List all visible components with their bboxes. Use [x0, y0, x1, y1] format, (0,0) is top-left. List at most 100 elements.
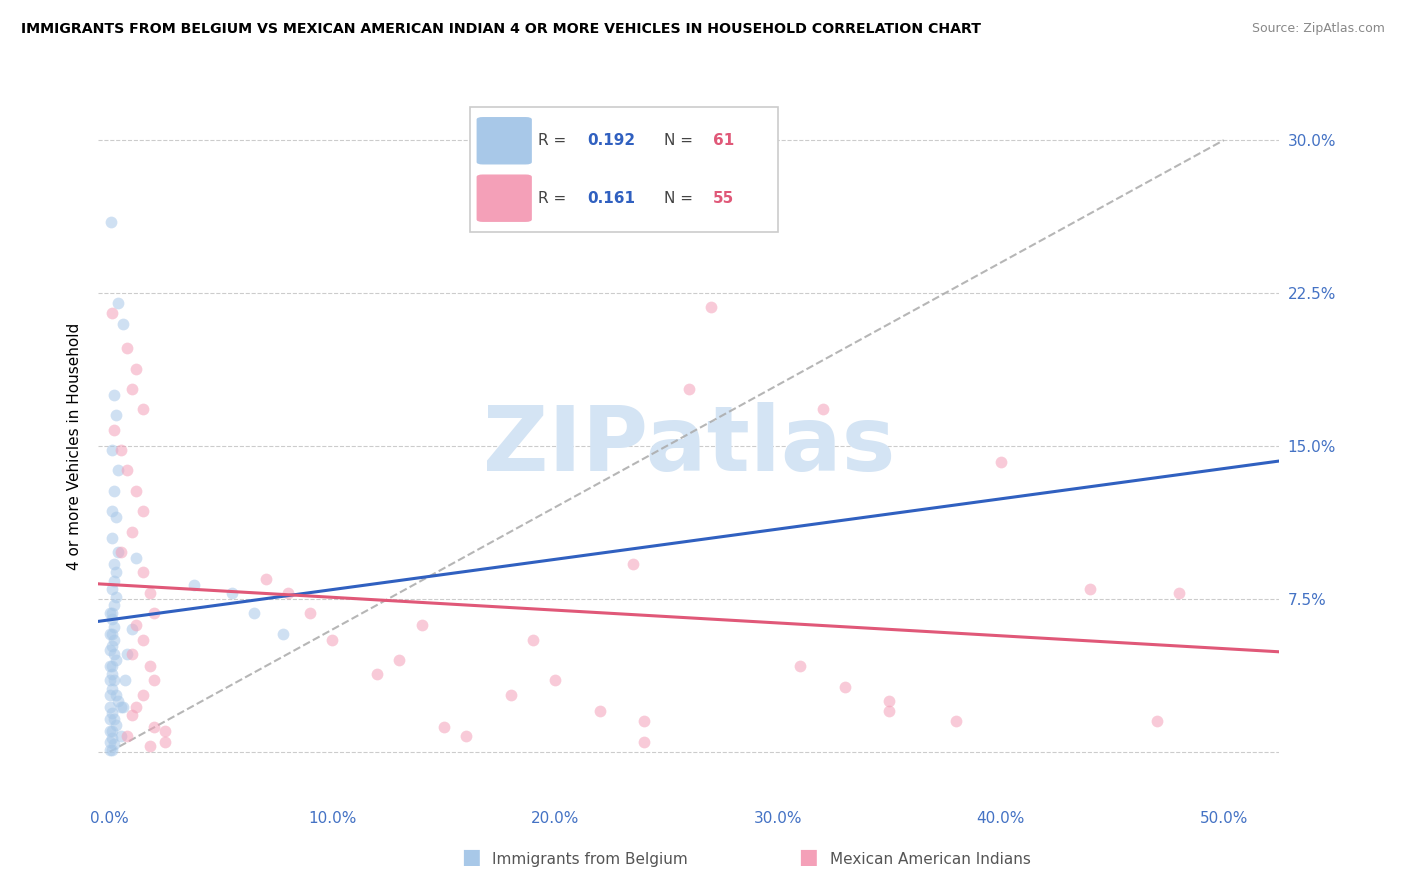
Point	[111, 317, 134, 331]
Point	[101, 306, 124, 320]
Point	[544, 673, 567, 688]
Point	[125, 483, 148, 498]
Point	[811, 402, 834, 417]
Point	[103, 620, 125, 634]
Point	[299, 606, 322, 620]
Point	[589, 704, 612, 718]
Point	[633, 734, 655, 748]
Point	[834, 680, 856, 694]
Point	[121, 708, 143, 723]
Text: ■: ■	[461, 847, 481, 867]
Point	[411, 618, 433, 632]
Point	[98, 743, 121, 757]
Point	[105, 510, 128, 524]
Point	[117, 647, 139, 661]
Text: ZIPatlas: ZIPatlas	[482, 402, 896, 490]
Point	[101, 659, 124, 673]
Point	[700, 301, 723, 315]
Point	[98, 700, 121, 714]
Point	[221, 586, 243, 600]
Point	[1168, 586, 1191, 600]
Point	[522, 632, 544, 647]
Point	[110, 729, 132, 743]
Point	[101, 626, 124, 640]
Point	[254, 572, 277, 586]
Text: Mexican American Indians: Mexican American Indians	[830, 852, 1031, 867]
Point	[105, 566, 128, 580]
Point	[273, 626, 295, 640]
Point	[101, 606, 124, 620]
Point	[105, 590, 128, 604]
Point	[101, 706, 124, 720]
Point	[107, 545, 129, 559]
Point	[1146, 714, 1168, 729]
Point	[132, 504, 155, 518]
Point	[456, 729, 478, 743]
Point	[138, 586, 160, 600]
Point	[100, 215, 122, 229]
Point	[105, 409, 128, 423]
Point	[98, 688, 121, 702]
Text: Immigrants from Belgium: Immigrants from Belgium	[492, 852, 688, 867]
Point	[879, 704, 901, 718]
Point	[990, 455, 1012, 469]
Point	[121, 524, 143, 539]
Point	[243, 606, 266, 620]
Point	[633, 714, 655, 729]
Point	[98, 659, 121, 673]
Point	[621, 558, 644, 572]
Point	[101, 667, 124, 681]
Point	[132, 566, 155, 580]
Point	[103, 574, 125, 588]
Point	[103, 647, 125, 661]
Point	[98, 626, 121, 640]
Point	[98, 673, 121, 688]
Point	[143, 720, 166, 734]
Point	[121, 623, 143, 637]
Point	[103, 483, 125, 498]
Point	[155, 724, 177, 739]
Point	[132, 688, 155, 702]
Point	[101, 531, 124, 545]
Point	[107, 463, 129, 477]
Point	[121, 647, 143, 661]
Point	[321, 632, 343, 647]
Point	[98, 606, 121, 620]
Point	[103, 673, 125, 688]
Point	[789, 659, 811, 673]
Point	[98, 643, 121, 657]
Point	[277, 586, 299, 600]
Point	[101, 681, 124, 696]
Point	[117, 729, 139, 743]
Point	[388, 653, 411, 667]
Text: Source: ZipAtlas.com: Source: ZipAtlas.com	[1251, 22, 1385, 36]
Point	[110, 700, 132, 714]
Point	[125, 618, 148, 632]
Point	[103, 598, 125, 612]
Point	[366, 667, 388, 681]
Point	[101, 639, 124, 653]
Point	[101, 582, 124, 596]
Point	[111, 700, 134, 714]
Point	[103, 388, 125, 402]
Point	[103, 712, 125, 726]
Point	[101, 443, 124, 458]
Point	[125, 700, 148, 714]
Point	[125, 361, 148, 376]
Point	[101, 504, 124, 518]
Point	[879, 694, 901, 708]
Point	[117, 341, 139, 355]
Point	[1078, 582, 1101, 596]
Point	[114, 673, 136, 688]
Point	[155, 734, 177, 748]
Point	[107, 694, 129, 708]
Point	[98, 712, 121, 726]
Point	[103, 737, 125, 751]
Text: ■: ■	[799, 847, 818, 867]
Point	[945, 714, 967, 729]
Point	[138, 739, 160, 753]
Point	[117, 463, 139, 477]
Text: IMMIGRANTS FROM BELGIUM VS MEXICAN AMERICAN INDIAN 4 OR MORE VEHICLES IN HOUSEHO: IMMIGRANTS FROM BELGIUM VS MEXICAN AMERI…	[21, 22, 981, 37]
Point	[98, 724, 121, 739]
Point	[110, 545, 132, 559]
